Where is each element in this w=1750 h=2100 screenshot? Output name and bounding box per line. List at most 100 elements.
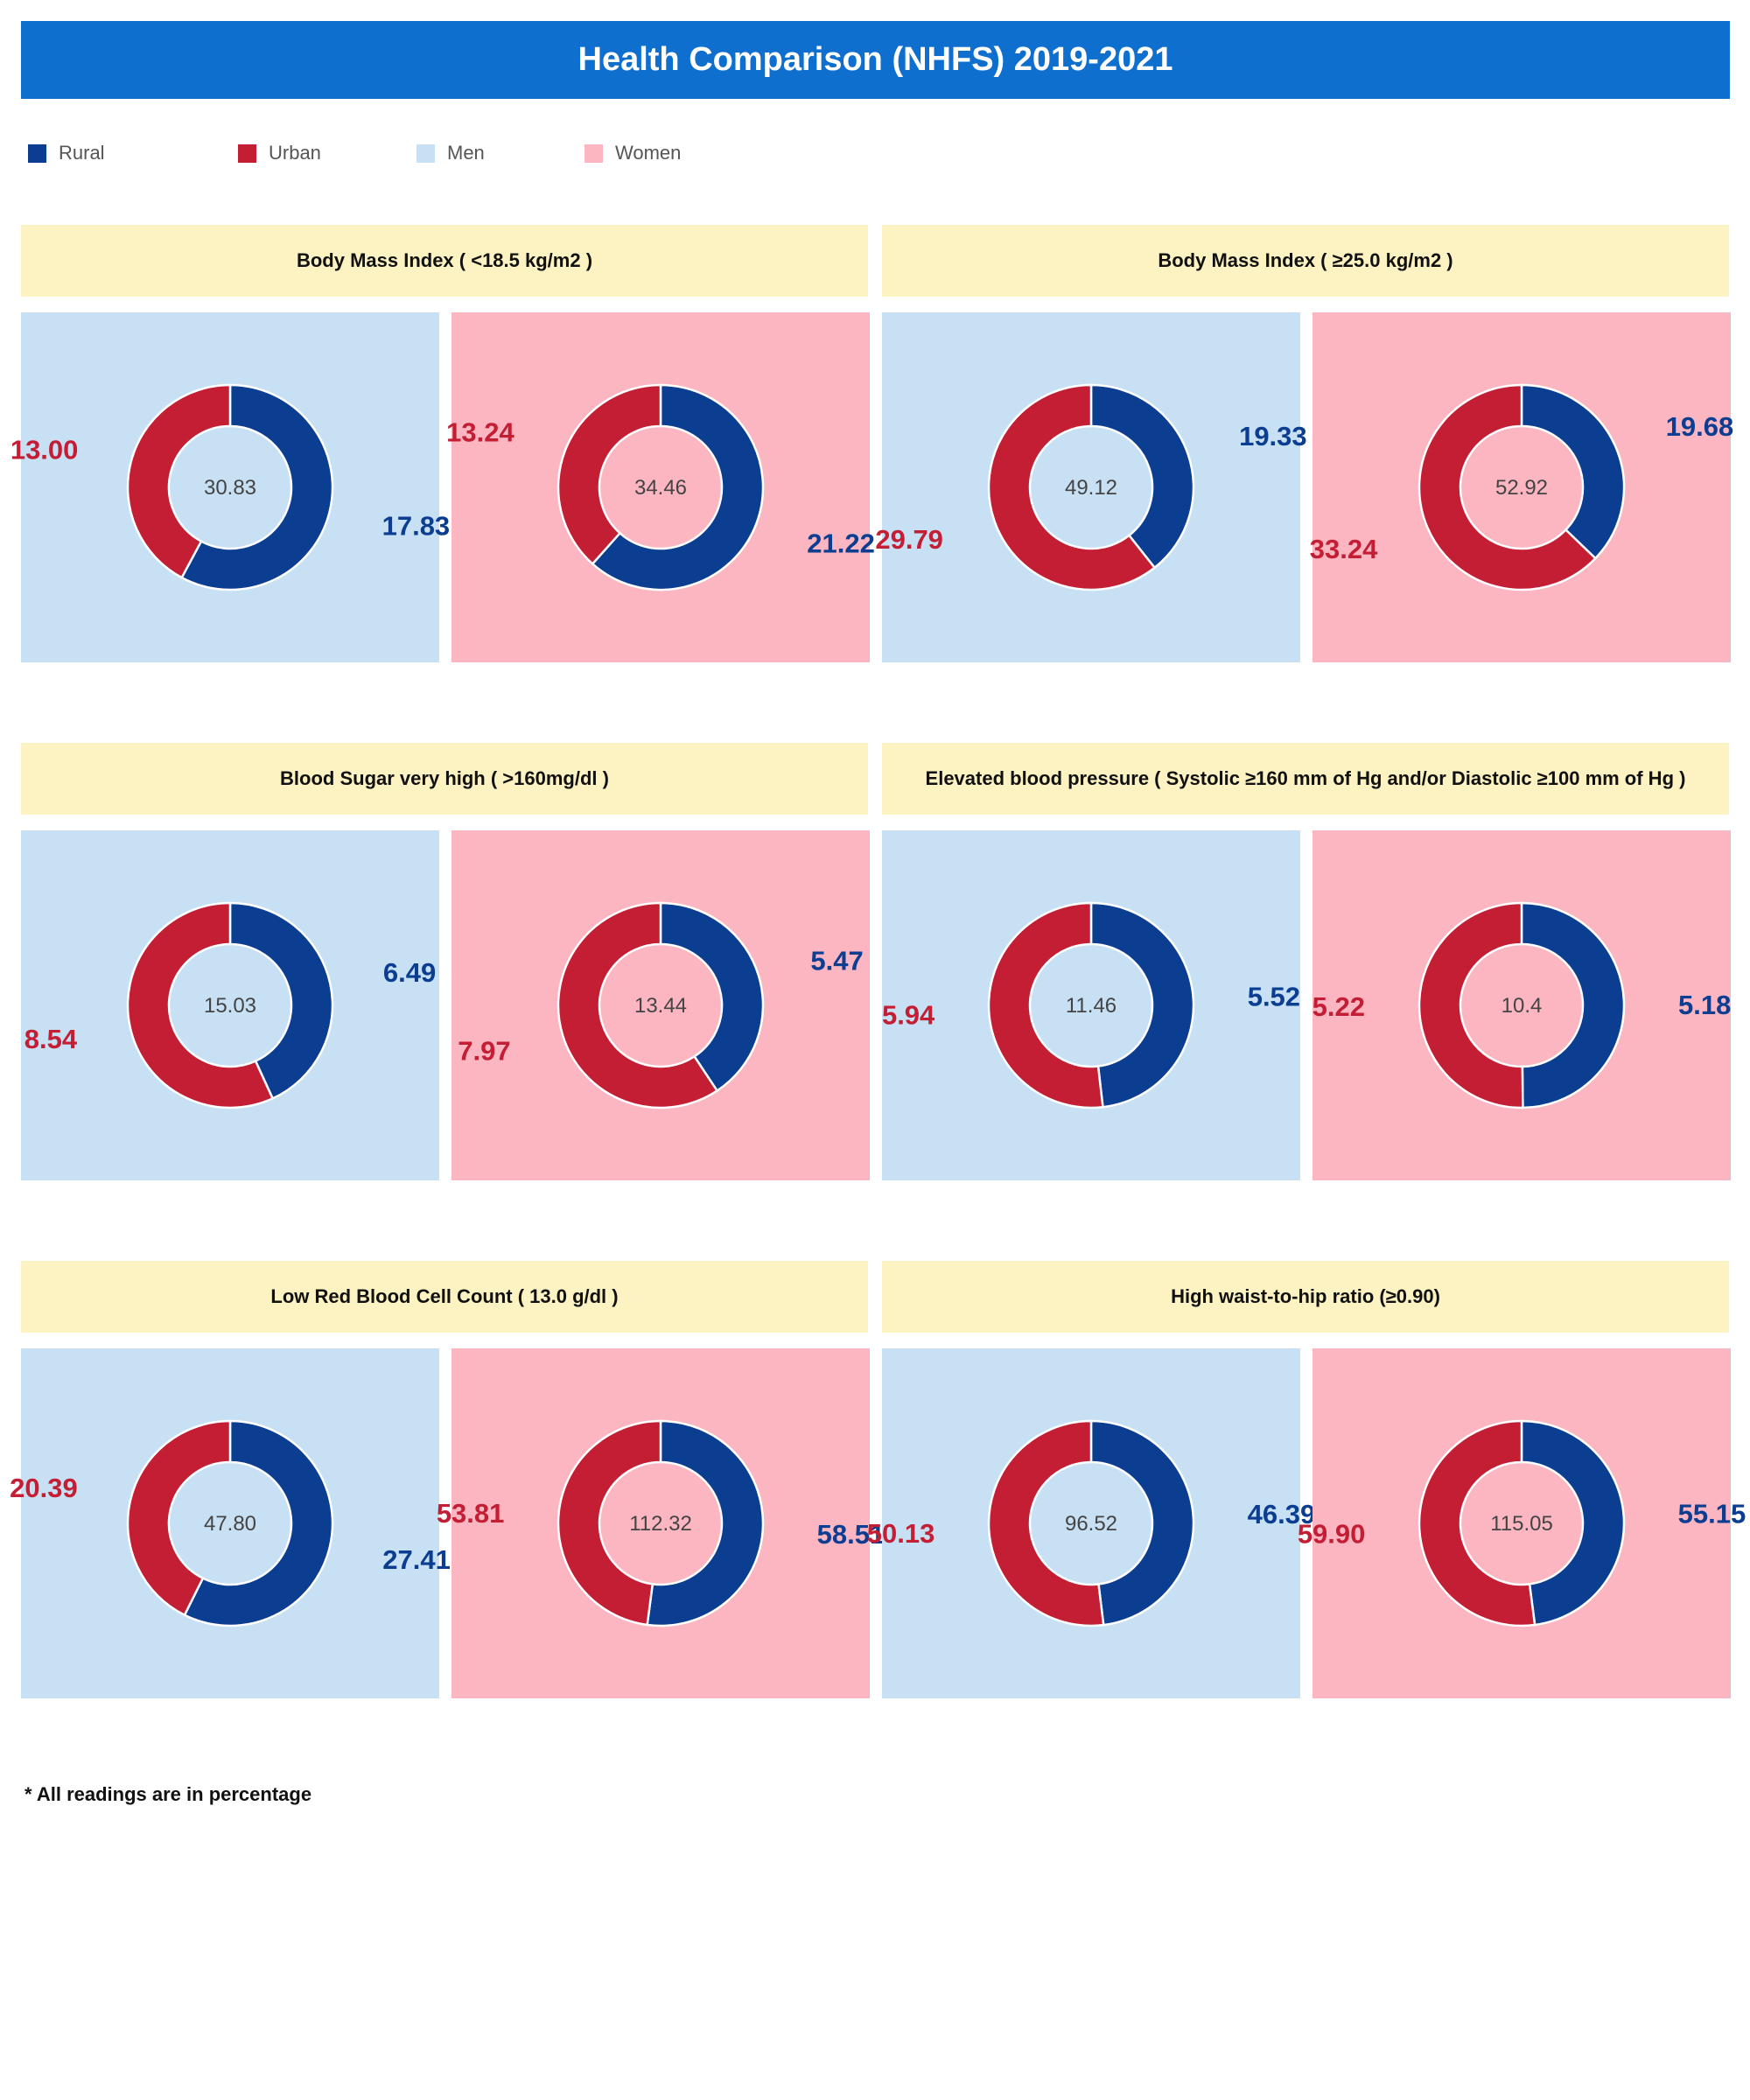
urban-slice[interactable] — [1418, 383, 1598, 592]
women-swatch — [584, 144, 603, 163]
donut-chart: 13.44 5.47 7.97 — [458, 901, 864, 1110]
section-header-bmi-high: Body Mass Index ( ≥25.0 kg/m2 ) — [882, 225, 1729, 297]
legend-item-rural[interactable]: Rural — [28, 142, 105, 164]
urban-value-label: 33.24 — [1310, 534, 1378, 564]
rural-swatch — [28, 144, 46, 163]
rural-value-label: 17.83 — [382, 511, 451, 542]
rural-slice[interactable] — [591, 383, 765, 592]
urban-value-label: 8.54 — [24, 1024, 78, 1054]
section-header-rbc: Low Red Blood Cell Count ( 13.0 g/dl ) — [21, 1261, 868, 1333]
panel-rbc-women: 112.32 58.51 53.81 — [437, 1348, 885, 1698]
rural-slice[interactable] — [1520, 901, 1626, 1110]
urban-value-label: 5.22 — [1312, 991, 1365, 1022]
urban-slice[interactable] — [1418, 901, 1524, 1110]
section-header-blood-sugar: Blood Sugar very high ( >160mg/dl ) — [21, 743, 868, 815]
rural-slice[interactable] — [180, 383, 334, 592]
donut-chart: 49.12 19.33 29.79 — [875, 383, 1307, 592]
rural-slice[interactable] — [1520, 383, 1626, 560]
rural-value-label: 21.22 — [807, 528, 875, 559]
panel-waist-men: 96.52 46.39 50.13 — [867, 1348, 1315, 1698]
rural-slice[interactable] — [646, 1419, 765, 1628]
donut-total-label: 11.46 — [1066, 994, 1116, 1018]
donut-chart: 115.05 55.15 59.90 — [1298, 1419, 1746, 1628]
urban-slice[interactable] — [556, 1419, 662, 1627]
urban-slice[interactable] — [987, 901, 1104, 1110]
donut-total-label: 112.32 — [629, 1512, 692, 1536]
urban-value-label: 20.39 — [10, 1473, 78, 1503]
urban-slice[interactable] — [987, 383, 1157, 592]
rural-slice[interactable] — [1520, 1419, 1626, 1627]
donut-total-label: 30.83 — [204, 476, 256, 500]
urban-value-label: 5.94 — [882, 999, 935, 1030]
donut-total-label: 10.4 — [1502, 994, 1543, 1018]
panel-waist-women: 115.05 55.15 59.90 — [1298, 1348, 1746, 1698]
donut-chart: 10.4 5.18 5.22 — [1312, 901, 1731, 1110]
rural-value-label: 6.49 — [383, 957, 436, 988]
urban-slice[interactable] — [987, 1419, 1105, 1628]
legend-label-rural: Rural — [59, 142, 105, 164]
donut-chart: 96.52 46.39 50.13 — [867, 1419, 1315, 1628]
rural-value-label: 5.47 — [810, 945, 863, 976]
rural-value-label: 55.15 — [1678, 1498, 1746, 1529]
rural-value-label: 5.52 — [1248, 982, 1300, 1012]
donut-total-label: 115.05 — [1490, 1512, 1553, 1536]
panel-bp-women: 10.4 5.18 5.22 — [1312, 830, 1731, 1180]
donut-chart: 15.03 6.49 8.54 — [24, 901, 436, 1110]
donut-chart: 47.80 27.41 20.39 — [10, 1419, 451, 1628]
urban-slice[interactable] — [126, 383, 232, 579]
donut-chart: 30.83 17.83 13.00 — [10, 383, 450, 592]
rural-value-label: 5.18 — [1678, 990, 1731, 1020]
rural-value-label: 19.68 — [1666, 411, 1734, 442]
donut-total-label: 15.03 — [204, 994, 256, 1018]
urban-swatch — [238, 144, 256, 163]
donut-chart: 34.46 21.22 13.24 — [446, 383, 875, 592]
donut-chart: 112.32 58.51 53.81 — [437, 1419, 885, 1628]
panel-bmi-high-women: 52.92 19.68 33.24 — [1310, 312, 1734, 662]
panel-bmi-low-women: 34.46 21.22 13.24 — [446, 312, 875, 662]
legend-item-urban[interactable]: Urban — [238, 142, 321, 164]
donut-total-label: 47.80 — [204, 1512, 256, 1536]
rural-value-label: 27.41 — [382, 1544, 451, 1575]
legend: Rural Urban Men Women — [0, 142, 1750, 177]
rural-slice[interactable] — [1089, 901, 1195, 1109]
urban-value-label: 13.00 — [10, 434, 79, 465]
legend-label-men: Men — [447, 142, 485, 164]
rural-slice[interactable] — [1089, 1419, 1195, 1627]
urban-slice[interactable] — [1418, 1419, 1536, 1628]
rural-value-label: 19.33 — [1239, 421, 1307, 452]
footnote: * All readings are in percentage — [24, 1783, 312, 1805]
panel-bp-men: 11.46 5.52 5.94 — [882, 830, 1300, 1180]
urban-slice[interactable] — [556, 901, 719, 1110]
legend-item-women[interactable]: Women — [584, 142, 681, 164]
donut-total-label: 34.46 — [634, 476, 687, 500]
urban-value-label: 13.24 — [446, 416, 514, 447]
rural-slice[interactable] — [1089, 383, 1195, 570]
legend-label-women: Women — [615, 142, 682, 164]
donut-chart: 52.92 19.68 33.24 — [1310, 383, 1734, 592]
donut-total-label: 13.44 — [634, 994, 687, 1018]
urban-value-label: 59.90 — [1298, 1519, 1366, 1550]
urban-slice[interactable] — [556, 383, 662, 566]
section-header-bmi-low: Body Mass Index ( <18.5 kg/m2 ) — [21, 225, 868, 297]
men-swatch — [416, 144, 435, 163]
donut-total-label: 49.12 — [1065, 476, 1117, 500]
donut-total-label: 96.52 — [1065, 1512, 1117, 1536]
urban-value-label: 7.97 — [458, 1036, 510, 1067]
rural-slice[interactable] — [228, 901, 334, 1101]
legend-label-urban: Urban — [269, 142, 321, 164]
rural-slice[interactable] — [183, 1419, 334, 1628]
urban-value-label: 53.81 — [437, 1498, 505, 1529]
panel-bmi-low-men: 30.83 17.83 13.00 — [10, 312, 450, 662]
dashboard-title: Health Comparison (NHFS) 2019-2021 — [21, 21, 1730, 99]
urban-value-label: 50.13 — [867, 1518, 935, 1549]
rural-value-label: 46.39 — [1248, 1499, 1316, 1530]
urban-slice[interactable] — [126, 1419, 232, 1617]
donut-total-label: 52.92 — [1495, 476, 1548, 500]
rural-value-label: 58.51 — [817, 1519, 886, 1550]
panel-sugar-men: 15.03 6.49 8.54 — [21, 830, 439, 1180]
urban-slice[interactable] — [126, 901, 275, 1110]
legend-item-men[interactable]: Men — [416, 142, 485, 164]
panel-sugar-women: 13.44 5.47 7.97 — [452, 830, 870, 1180]
rural-slice[interactable] — [659, 901, 765, 1093]
urban-value-label: 29.79 — [875, 524, 943, 555]
